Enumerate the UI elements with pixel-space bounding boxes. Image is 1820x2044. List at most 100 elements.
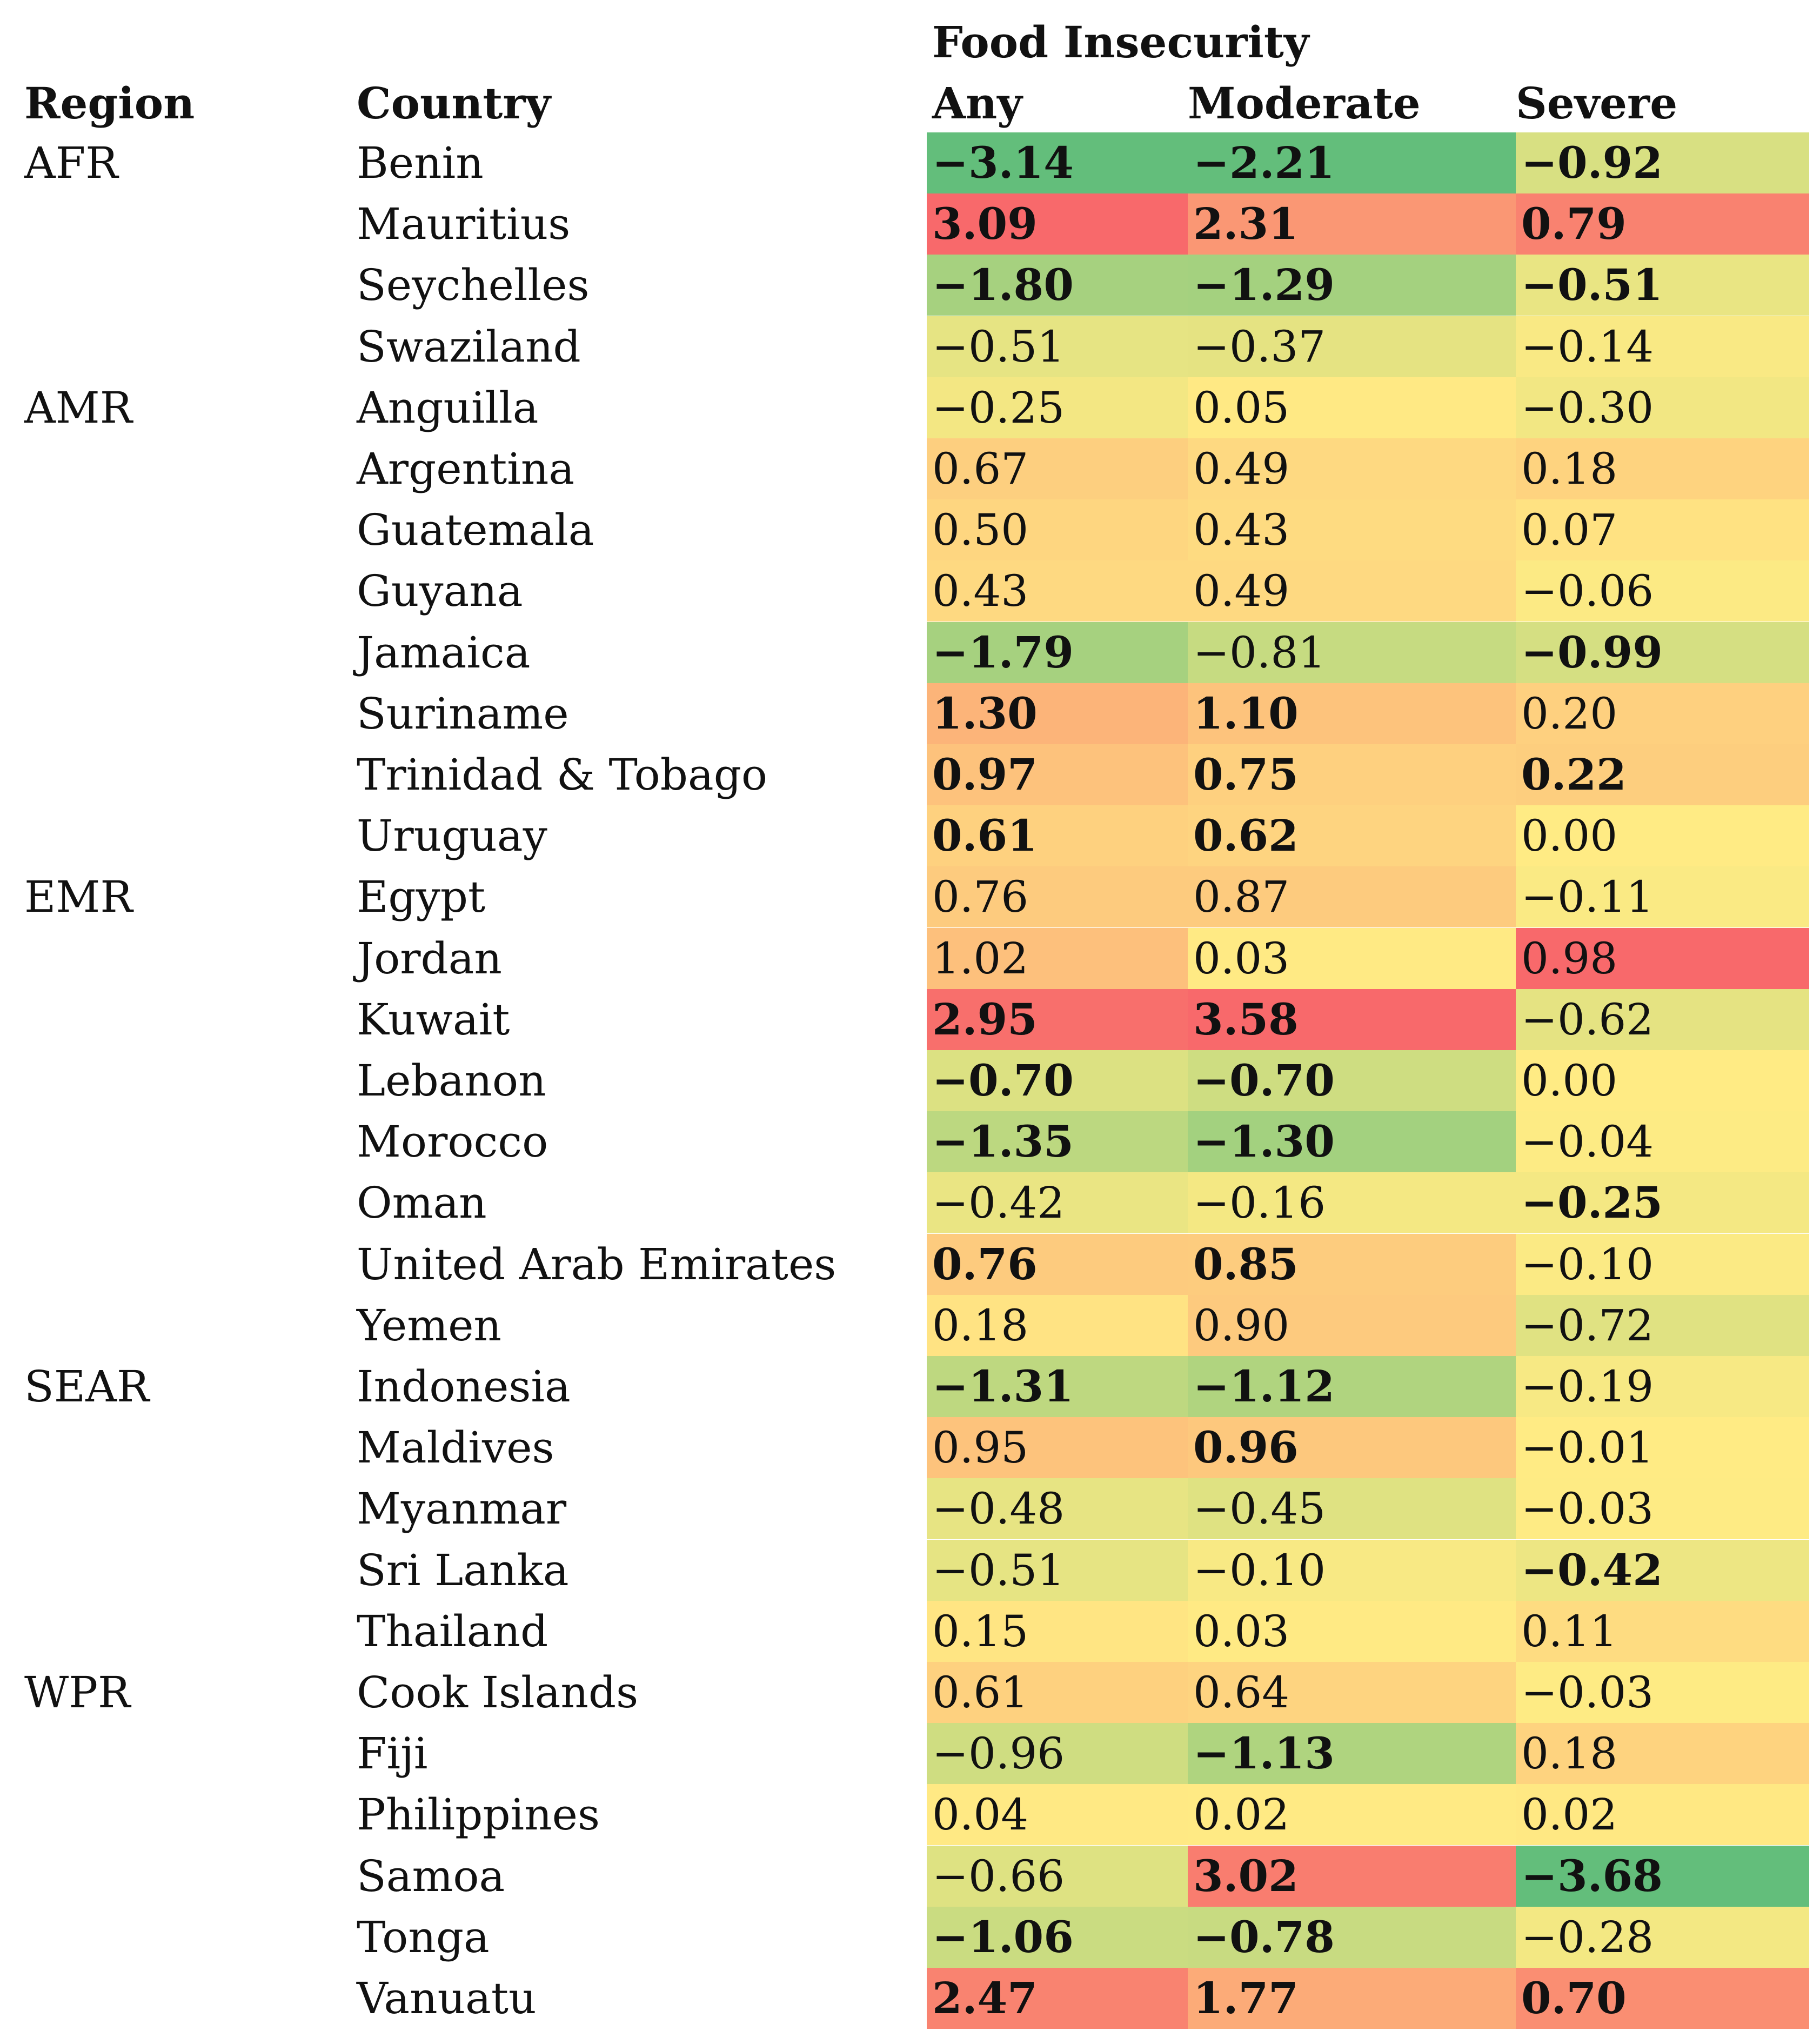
any-value-cell: −0.48	[927, 1478, 1188, 1540]
any-value-cell: −0.70	[927, 1050, 1188, 1111]
moderate-value-cell: −1.13	[1188, 1723, 1516, 1785]
severe-value-cell: −0.04	[1516, 1111, 1809, 1173]
moderate-value-cell: 3.58	[1188, 988, 1516, 1050]
country-cell: Uruguay	[357, 811, 547, 861]
any-value-cell: 0.04	[927, 1784, 1188, 1846]
any-value-cell: 1.02	[927, 927, 1188, 989]
country-cell: Vanuatu	[357, 1973, 537, 2023]
moderate-value-cell: −0.78	[1188, 1906, 1516, 1968]
moderate-value-cell: −1.12	[1188, 1356, 1516, 1417]
country-cell: Egypt	[357, 872, 486, 923]
severe-value-cell: −0.01	[1516, 1417, 1809, 1479]
any-value-cell: 0.43	[927, 560, 1188, 622]
any-value-cell: −1.35	[927, 1111, 1188, 1173]
country-cell: Samoa	[357, 1851, 505, 1901]
moderate-value-cell: 0.85	[1188, 1233, 1516, 1295]
any-value-cell: −0.51	[927, 1539, 1188, 1601]
country-cell: Thailand	[357, 1606, 548, 1656]
country-cell: Guyana	[357, 566, 523, 617]
moderate-value-cell: 0.90	[1188, 1294, 1516, 1356]
any-value-cell: −1.06	[927, 1906, 1188, 1968]
moderate-value-cell: 0.75	[1188, 744, 1516, 805]
moderate-value-cell: 0.02	[1188, 1784, 1516, 1846]
severe-value-cell: −0.14	[1516, 316, 1809, 377]
header-region: Region	[24, 78, 195, 129]
moderate-value-cell: −1.30	[1188, 1111, 1516, 1173]
country-cell: Myanmar	[357, 1484, 567, 1534]
any-value-cell: −0.96	[927, 1723, 1188, 1785]
severe-value-cell: −0.06	[1516, 560, 1809, 622]
moderate-value-cell: 1.10	[1188, 683, 1516, 744]
any-value-cell: 3.09	[927, 193, 1188, 255]
any-value-cell: −3.14	[927, 132, 1188, 193]
region-cell: AMR	[24, 382, 132, 433]
any-value-cell: 1.30	[927, 683, 1188, 744]
country-cell: Oman	[357, 1178, 487, 1228]
country-cell: Sri Lanka	[357, 1545, 569, 1595]
any-value-cell: −0.66	[927, 1845, 1188, 1907]
header-country: Country	[357, 78, 551, 129]
moderate-value-cell: 2.31	[1188, 193, 1516, 255]
any-value-cell: 0.50	[927, 499, 1188, 561]
moderate-value-cell: 0.49	[1188, 560, 1516, 622]
country-cell: Tonga	[357, 1912, 490, 1962]
severe-value-cell: −3.68	[1516, 1845, 1809, 1907]
severe-value-cell: −0.62	[1516, 988, 1809, 1050]
moderate-value-cell: 0.62	[1188, 805, 1516, 867]
moderate-value-cell: 0.03	[1188, 1600, 1516, 1662]
region-cell: SEAR	[24, 1361, 150, 1412]
country-cell: Mauritius	[357, 199, 571, 250]
country-cell: Guatemala	[357, 505, 594, 556]
moderate-value-cell: 0.64	[1188, 1662, 1516, 1723]
moderate-value-cell: 0.05	[1188, 377, 1516, 438]
severe-value-cell: 0.98	[1516, 927, 1809, 989]
severe-value-cell: −0.11	[1516, 866, 1809, 928]
severe-value-cell: −0.72	[1516, 1294, 1809, 1356]
any-value-cell: 0.61	[927, 805, 1188, 867]
severe-value-cell: −0.99	[1516, 622, 1809, 683]
any-value-cell: 0.67	[927, 438, 1188, 499]
header-any: Any	[932, 78, 1022, 129]
severe-value-cell: −0.19	[1516, 1356, 1809, 1417]
any-value-cell: −1.80	[927, 255, 1188, 316]
severe-value-cell: −0.03	[1516, 1662, 1809, 1723]
country-cell: Suriname	[357, 688, 569, 739]
country-cell: Yemen	[357, 1300, 501, 1351]
moderate-value-cell: −0.81	[1188, 622, 1516, 683]
moderate-value-cell: −0.16	[1188, 1172, 1516, 1234]
moderate-value-cell: −1.29	[1188, 255, 1516, 316]
country-cell: Seychelles	[357, 260, 590, 311]
severe-value-cell: 0.02	[1516, 1784, 1809, 1846]
moderate-value-cell: −0.37	[1188, 316, 1516, 377]
country-cell: Fiji	[357, 1728, 428, 1779]
header-severe: Severe	[1516, 78, 1678, 129]
region-cell: AFR	[24, 138, 118, 188]
country-cell: Indonesia	[357, 1361, 571, 1412]
any-value-cell: 0.97	[927, 744, 1188, 805]
moderate-value-cell: 0.87	[1188, 866, 1516, 928]
any-value-cell: 0.61	[927, 1662, 1188, 1723]
country-cell: Cook Islands	[357, 1667, 639, 1718]
severe-value-cell: −0.42	[1516, 1539, 1809, 1601]
any-value-cell: −0.25	[927, 377, 1188, 438]
moderate-value-cell: 0.03	[1188, 927, 1516, 989]
severe-value-cell: 0.00	[1516, 805, 1809, 867]
severe-value-cell: 0.18	[1516, 438, 1809, 499]
header-food-insecurity: Food Insecurity	[932, 17, 1309, 68]
country-cell: Trinidad & Tobago	[357, 750, 768, 800]
country-cell: Maldives	[357, 1422, 554, 1473]
moderate-value-cell: 1.77	[1188, 1968, 1516, 2029]
moderate-value-cell: 3.02	[1188, 1845, 1516, 1907]
severe-value-cell: −0.25	[1516, 1172, 1809, 1234]
country-cell: Kuwait	[357, 994, 510, 1045]
country-cell: Morocco	[357, 1117, 548, 1167]
region-cell: EMR	[24, 872, 133, 923]
country-cell: Lebanon	[357, 1056, 546, 1106]
any-value-cell: 0.15	[927, 1600, 1188, 1662]
any-value-cell: −1.31	[927, 1356, 1188, 1417]
severe-value-cell: −0.30	[1516, 377, 1809, 438]
moderate-value-cell: −2.21	[1188, 132, 1516, 193]
country-cell: United Arab Emirates	[357, 1239, 837, 1290]
any-value-cell: 2.95	[927, 988, 1188, 1050]
